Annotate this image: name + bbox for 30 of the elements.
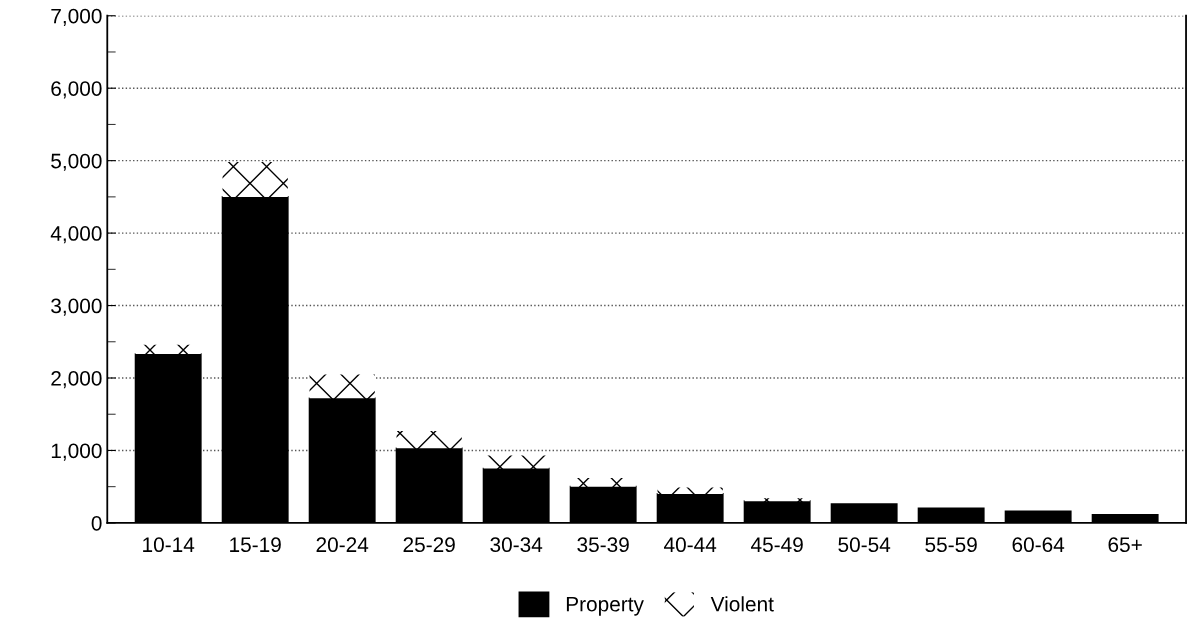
y-tick-label: 3,000 [51, 298, 102, 316]
bar [744, 498, 810, 502]
legend-label: Property [566, 596, 644, 616]
bar [483, 455, 549, 469]
x-tick-label: 45-49 [750, 537, 803, 553]
bar [570, 477, 636, 487]
bar [657, 487, 723, 494]
x-tick-label: 65+ [1108, 537, 1142, 553]
x-tick-label: 40-44 [664, 537, 717, 553]
x-tick-label: 25-29 [403, 537, 455, 553]
x-tick-label: 35-39 [577, 537, 629, 553]
bar [222, 162, 288, 197]
bar [309, 374, 375, 399]
x-tick-label: 15-19 [230, 537, 281, 553]
y-tick-label: 7,000 [51, 8, 102, 26]
x-tick-label: 60-64 [1012, 537, 1065, 553]
x-tick-label: 30-34 [490, 537, 543, 553]
x-tick-label: 20-24 [316, 537, 369, 553]
y-tick-label: 2,000 [51, 371, 102, 389]
y-tick-label: 4,000 [50, 226, 102, 244]
y-tick-label: 0 [91, 515, 102, 531]
x-tick-label: 10-14 [143, 537, 195, 553]
y-tick-label: 5,000 [51, 153, 102, 171]
legend-label: Violent [710, 596, 774, 612]
x-tick-label: 55-59 [925, 537, 977, 553]
bar [396, 430, 462, 449]
y-tick-label: 1,000 [51, 443, 102, 461]
bar [135, 344, 201, 355]
y-tick-label: 6,000 [51, 81, 102, 99]
x-tick-label: 50-54 [838, 537, 891, 553]
